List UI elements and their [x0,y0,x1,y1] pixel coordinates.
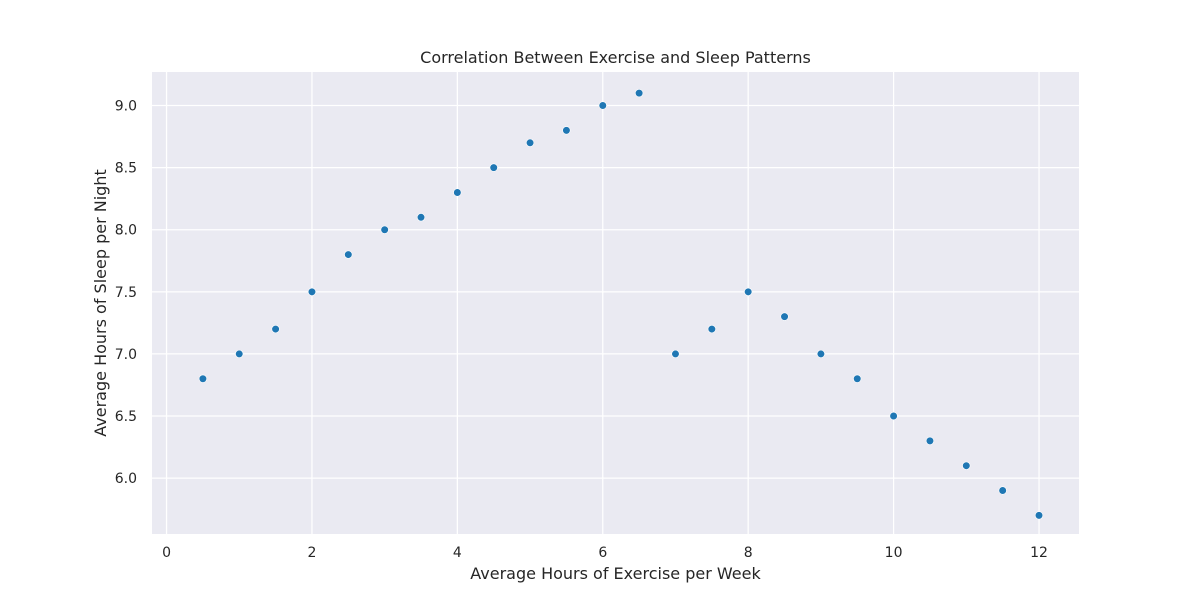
data-point [707,324,716,334]
data-point [271,324,280,334]
x-tick-label: 2 [307,545,316,561]
x-tick-label: 8 [744,545,753,561]
x-tick-label: 10 [885,545,903,561]
y-tick-labels: 6.0 6.5 7.0 7.5 8.0 8.5 9.0 [115,99,137,488]
data-point [889,411,898,421]
data-point [598,101,607,110]
x-tick-label: 0 [162,545,171,561]
data-point [780,312,789,321]
data-point [853,374,862,383]
data-point [416,213,426,222]
x-tick-label: 4 [453,545,462,561]
data-point [1034,511,1044,520]
data-point [744,287,753,296]
data-point [489,163,498,172]
y-tick-label: 6.0 [115,471,137,487]
y-tick-label: 8.0 [115,223,137,239]
data-point [344,250,353,259]
chart-title: Correlation Between Exercise and Sleep P… [420,48,811,67]
data-point [962,461,971,470]
data-point [525,138,535,147]
y-tick-label: 9.0 [115,99,137,115]
data-point [307,287,317,296]
data-points [198,89,1044,520]
y-grid-lines [152,104,1079,479]
data-point [235,349,244,359]
y-tick-label: 6.5 [115,409,137,425]
x-axis-label: Average Hours of Exercise per Week [470,564,761,583]
data-point [562,126,571,135]
data-point [380,225,389,234]
x-tick-label: 6 [598,545,607,561]
data-point [198,374,207,383]
x-grid-lines [165,72,1040,534]
x-tick-labels: 0 2 4 6 8 10 12 [162,545,1048,561]
y-tick-label: 7.5 [115,285,137,301]
data-point [635,89,644,98]
x-tick-label: 12 [1030,545,1048,561]
data-point [816,349,825,359]
y-axis-label: Average Hours of Sleep per Night [91,169,110,436]
data-point [671,349,680,359]
y-tick-label: 8.5 [115,161,137,177]
data-point [998,486,1007,495]
plot-area [152,72,1079,534]
data-point [925,436,935,445]
data-point [453,188,462,197]
y-tick-label: 7.0 [115,347,137,363]
